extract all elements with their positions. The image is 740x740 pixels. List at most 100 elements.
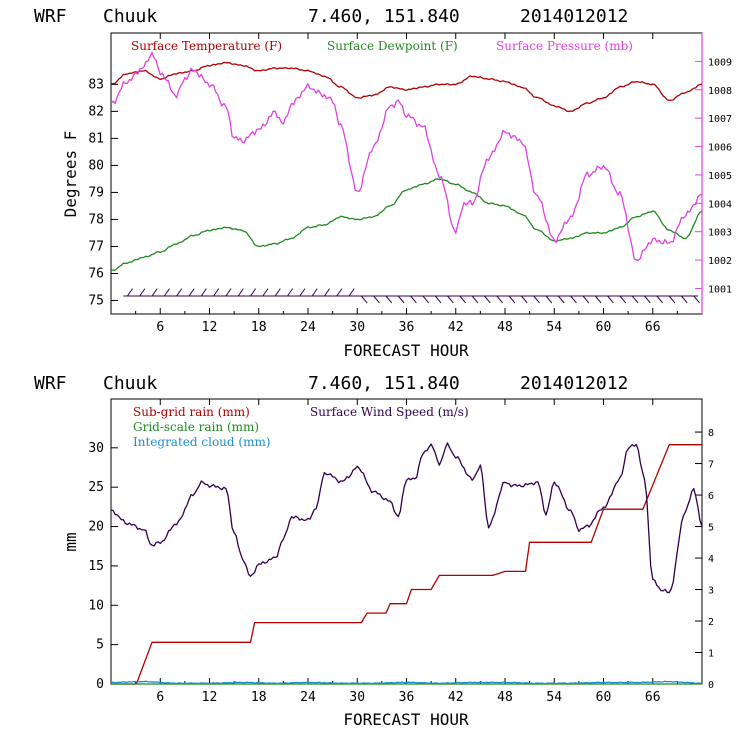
y-tick-label: 77	[88, 239, 104, 254]
series-surface-pressure-mb	[110, 51, 702, 261]
y2-tick-label: 4	[708, 554, 714, 565]
wind-barb	[545, 295, 553, 304]
panel2-y-axis-label: mm	[61, 532, 80, 551]
panel1-frame	[110, 32, 703, 315]
legend-pressure: Surface Pressure (mb)	[496, 39, 633, 53]
y2-tick-label: 1009	[708, 57, 732, 68]
wind-barb	[459, 295, 467, 304]
x-tick-label: 6	[156, 690, 164, 705]
panel1-series	[110, 51, 703, 272]
legend-temperature: Surface Temperature (F)	[131, 39, 282, 53]
x-tick-label: 66	[645, 320, 661, 335]
panel1-y2-ticks: 1001 1002 1003 1004 1005 1006 1007 1008 1009	[695, 57, 732, 295]
y2-tick-label: 5	[708, 523, 714, 534]
x-tick-label: 48	[497, 320, 513, 335]
x-tick-label: 30	[349, 320, 365, 335]
legend-subgrid-rain: Sub-grid rain (mm)	[133, 405, 250, 419]
wind-barb	[287, 288, 294, 297]
panel2-x-ticks: 6 12 18 24 30 36 42 48 54 60 66	[135, 399, 678, 705]
legend-gridscale-rain: Grid-scale rain (mm)	[133, 420, 259, 434]
y2-tick-label: 1001	[708, 284, 732, 295]
panel1-x-axis-label: FORECAST HOUR	[343, 341, 469, 360]
series-sub-grid-rain-mm	[111, 444, 702, 685]
y-tick-label: 83	[88, 77, 104, 92]
wind-barb	[299, 288, 306, 297]
wind-barb	[631, 295, 639, 304]
wind-barb	[336, 288, 343, 297]
x-tick-label: 42	[448, 320, 464, 335]
x-tick-label: 12	[202, 320, 218, 335]
wind-barb	[508, 295, 516, 304]
y-tick-label: 82	[88, 104, 104, 119]
wind-barb	[200, 288, 207, 297]
y-tick-label: 5	[96, 638, 104, 653]
x-tick-label: 18	[251, 690, 267, 705]
panel-temperature: 6 12 18 24 30 36 42 48 54 60 66 75 76 77 78 79 80 81 82 83…	[61, 32, 732, 360]
y2-tick-label: 0	[708, 680, 714, 691]
panel2-series	[110, 442, 703, 685]
y2-tick-label: 1008	[708, 86, 732, 97]
wind-barb	[225, 288, 232, 297]
y2-tick-label: 2	[708, 617, 714, 628]
wind-barb	[360, 295, 368, 304]
wind-barb	[262, 288, 269, 297]
panel2-station: Chuuk	[103, 373, 157, 394]
legend-integrated-cloud: Integrated cloud (mm)	[133, 435, 271, 449]
wind-barb	[582, 295, 590, 304]
x-tick-label: 48	[497, 690, 513, 705]
series-integrated-cloud-mm	[110, 680, 703, 685]
series-surface-dewpoint-f	[110, 178, 703, 272]
series-surface-wind-speed-m-s	[110, 442, 703, 594]
x-tick-label: 42	[448, 690, 464, 705]
wind-barb	[311, 288, 318, 297]
wind-barb	[496, 295, 503, 304]
wind-barb	[188, 288, 195, 297]
x-tick-label: 24	[300, 320, 316, 335]
panel1-y-ticks: 75 76 77 78 79 80 81 82 83	[88, 77, 118, 308]
x-tick-label: 54	[546, 320, 562, 335]
panel1-y-axis-label: Degrees F	[61, 131, 80, 218]
y2-tick-label: 1004	[708, 199, 732, 210]
panel2-y2-ticks: 0 1 2 3 4 5 6 7 8	[695, 428, 714, 691]
wind-barb	[570, 295, 577, 304]
wind-barb	[533, 295, 540, 304]
wind-barb	[151, 288, 158, 297]
panel1-station: Chuuk	[103, 6, 157, 27]
wind-barb	[693, 295, 700, 304]
panel2-y-ticks: 0 5 10 15 20 25 30	[88, 441, 118, 692]
panel1-init-time: 2014012012	[520, 6, 628, 27]
y-tick-label: 79	[88, 185, 104, 200]
y2-tick-label: 1002	[708, 256, 732, 267]
x-tick-label: 54	[546, 690, 562, 705]
panel1-header: WRF Chuuk 7.460, 151.840 2014012012	[34, 6, 628, 27]
y2-tick-label: 1	[708, 649, 714, 660]
x-tick-label: 60	[596, 320, 612, 335]
x-tick-label: 36	[399, 690, 415, 705]
wind-barb	[447, 295, 454, 304]
y-tick-label: 20	[88, 520, 104, 535]
y2-tick-label: 1003	[708, 228, 732, 239]
panel2-model: WRF	[34, 373, 67, 394]
y-tick-label: 76	[88, 266, 104, 281]
wind-barb	[348, 288, 355, 297]
y-tick-label: 80	[88, 158, 104, 173]
panel2-coords: 7.460, 151.840	[308, 373, 460, 394]
x-tick-label: 6	[156, 320, 164, 335]
wind-barb	[422, 295, 430, 304]
panel2-init-time: 2014012012	[520, 373, 628, 394]
wind-barb	[434, 295, 442, 304]
wind-barb	[471, 295, 479, 304]
y2-tick-label: 7	[708, 460, 714, 471]
y-tick-label: 15	[88, 559, 104, 574]
legend-dewpoint: Surface Dewpoint (F)	[327, 39, 458, 53]
wind-barb	[324, 288, 330, 297]
wind-barb	[557, 295, 565, 304]
wind-barb	[127, 288, 133, 297]
y2-tick-label: 8	[708, 428, 714, 439]
y-tick-label: 25	[88, 480, 104, 495]
panel1-x-ticks: 6 12 18 24 30 36 42 48 54 60 66	[135, 33, 678, 335]
wind-barb	[274, 288, 281, 297]
wind-barb	[373, 295, 380, 304]
wind-barb	[668, 295, 676, 304]
